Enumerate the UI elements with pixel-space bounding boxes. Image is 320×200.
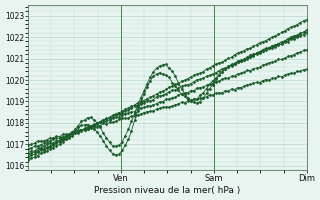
X-axis label: Pression niveau de la mer( hPa ): Pression niveau de la mer( hPa ) xyxy=(94,186,241,195)
